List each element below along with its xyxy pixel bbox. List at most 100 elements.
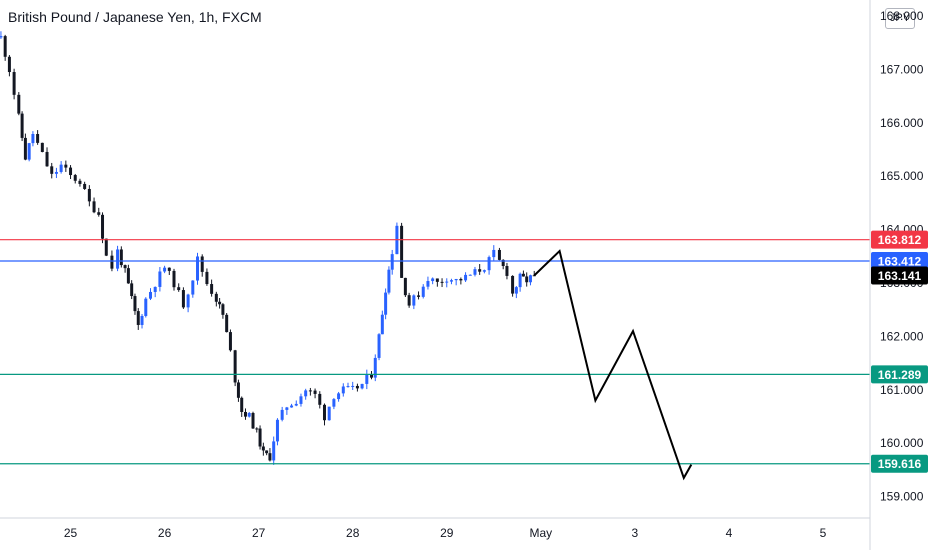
candle-body: [119, 249, 123, 266]
candle: [101, 212, 105, 244]
candle: [83, 181, 87, 190]
candle-body: [177, 287, 181, 291]
candle: [390, 249, 394, 275]
candle: [355, 383, 359, 392]
candle-body: [83, 183, 87, 189]
candle-body: [214, 293, 218, 302]
candle: [191, 280, 195, 298]
candle: [200, 254, 204, 277]
candle: [258, 425, 262, 450]
candle-body: [497, 249, 501, 260]
candle: [225, 313, 229, 333]
candle: [318, 391, 322, 409]
candle-body: [525, 276, 529, 283]
candle-body: [196, 256, 200, 281]
candle: [236, 379, 240, 402]
candle: [360, 383, 364, 390]
candle: [64, 160, 68, 172]
resistance-price-tag-bg: [871, 230, 928, 249]
candle: [380, 310, 384, 335]
candle: [518, 272, 522, 292]
candle: [148, 288, 152, 301]
candle: [59, 161, 63, 174]
candle-body: [337, 393, 341, 400]
projection-path[interactable]: [533, 249, 693, 481]
candle: [459, 277, 463, 285]
support-lower-price-tag-text: 159.616: [878, 457, 922, 471]
resistance-price-tag: 163.812: [871, 230, 928, 249]
candle-body: [294, 403, 298, 406]
candle: [251, 411, 255, 429]
candle: [69, 165, 73, 180]
price-tick-label: 159.000: [880, 490, 924, 504]
candle-body: [521, 273, 525, 277]
candle-body: [377, 334, 381, 358]
levels-layer: [0, 239, 870, 465]
candle-body: [123, 265, 127, 269]
candle-body: [400, 225, 404, 278]
candle-body: [482, 270, 486, 272]
candle: [186, 293, 190, 313]
candle-body: [532, 275, 536, 277]
candle-body: [407, 295, 411, 306]
price-tick-label: 165.000: [880, 169, 924, 183]
candles-layer: [0, 31, 536, 465]
candle-body: [116, 249, 120, 269]
candle: [525, 272, 529, 287]
candle: [407, 292, 411, 308]
candle-body: [3, 36, 7, 57]
last-price-tag-bg: [871, 266, 928, 285]
price-tick-label: 168.000: [880, 9, 924, 23]
candle: [497, 247, 501, 261]
candle-body: [54, 171, 58, 174]
candle-body: [299, 396, 303, 404]
candle-body: [417, 295, 421, 297]
candle-body: [87, 188, 91, 202]
candle-body: [130, 283, 134, 297]
candle: [421, 284, 425, 299]
candle-body: [454, 278, 458, 281]
candle: [290, 403, 294, 408]
candle: [205, 268, 209, 286]
candle: [492, 245, 496, 261]
candle-body: [518, 273, 522, 288]
candle: [144, 297, 148, 318]
candle-body: [92, 201, 96, 213]
support-upper-price-tag-bg: [871, 365, 928, 384]
candle-body: [59, 164, 63, 172]
candle-body: [221, 304, 225, 315]
candle: [54, 167, 58, 179]
candle: [370, 371, 374, 380]
candle-body: [97, 212, 101, 215]
candle: [73, 173, 77, 184]
candle-body: [412, 295, 416, 306]
candle-body: [210, 284, 214, 294]
candle: [431, 277, 435, 285]
candle-body: [327, 406, 331, 421]
current-price-tag-text: 163.412: [878, 255, 922, 269]
candle-body: [163, 267, 167, 272]
candle-body: [373, 357, 377, 378]
candle-body: [355, 385, 359, 389]
candle-body: [228, 332, 232, 351]
candle-body: [426, 281, 430, 287]
candle-body: [308, 390, 312, 392]
candle: [265, 450, 269, 456]
candle-body: [435, 278, 439, 282]
candle-body: [341, 386, 345, 394]
candle: [337, 391, 341, 402]
candle-body: [511, 275, 515, 294]
currency-badge[interactable]: JPY: [885, 8, 915, 29]
candle: [158, 266, 162, 292]
candle: [304, 388, 308, 400]
candle: [327, 406, 331, 421]
candle: [473, 266, 477, 277]
current-price-tag: 163.412: [871, 252, 928, 271]
candle-body: [78, 180, 82, 184]
candle: [387, 266, 391, 295]
candle-body: [261, 446, 265, 451]
candle-body: [140, 315, 144, 325]
candle: [116, 245, 120, 272]
